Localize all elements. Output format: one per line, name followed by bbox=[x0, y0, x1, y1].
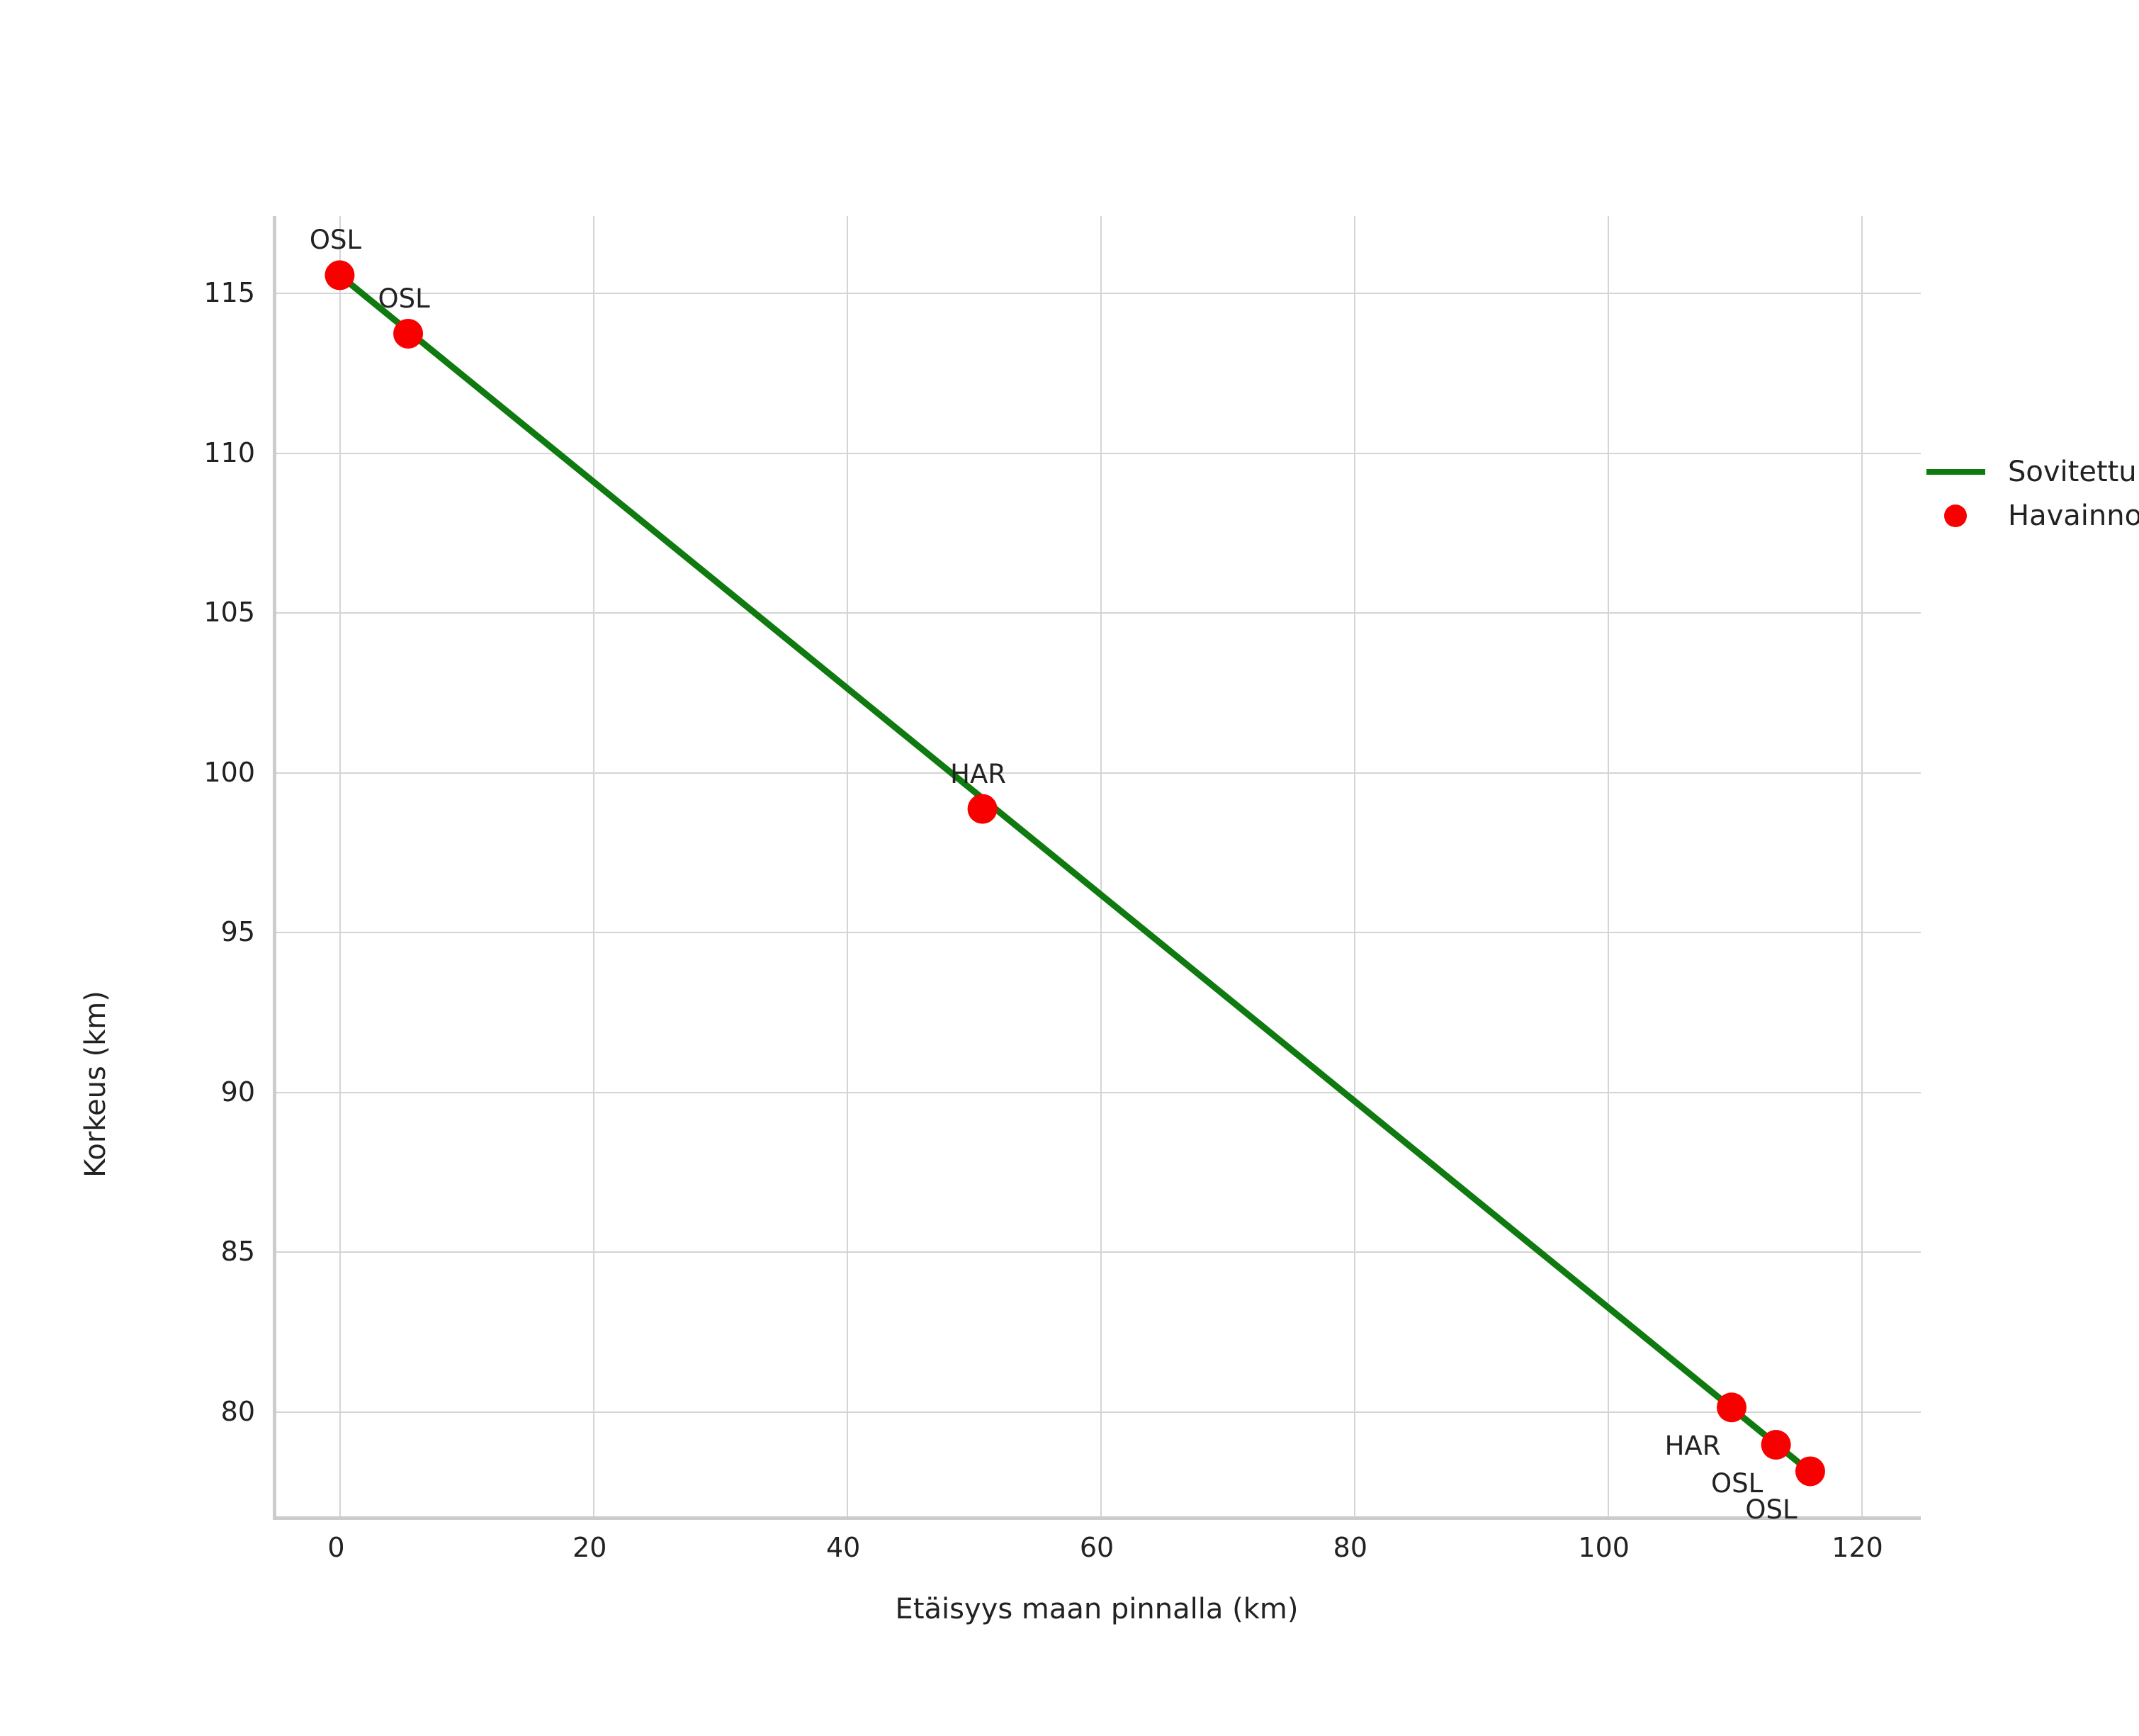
y-tick-label: 80 bbox=[220, 1395, 255, 1427]
y-tick-label: 110 bbox=[203, 436, 255, 468]
grid-line-horizontal bbox=[276, 772, 1921, 774]
observation-point-label: OSL bbox=[309, 225, 362, 256]
y-tick-label: 105 bbox=[203, 597, 255, 629]
observation-point[interactable] bbox=[1717, 1392, 1747, 1423]
grid-line-vertical bbox=[847, 216, 849, 1516]
y-axis-tick-labels: 80 85 90 95 100 105 110 115 bbox=[0, 216, 255, 1520]
observation-point[interactable] bbox=[393, 318, 424, 349]
x-tick-label: 20 bbox=[572, 1532, 607, 1563]
x-tick-label: 0 bbox=[327, 1532, 345, 1563]
observation-point-label: OSL bbox=[1711, 1468, 1763, 1499]
fitted-track-polyline bbox=[336, 271, 1814, 1475]
observation-point-label: HAR bbox=[1664, 1431, 1721, 1462]
y-tick-label: 95 bbox=[220, 916, 255, 948]
y-axis-title-wrapper: Korkeus (km) bbox=[74, 216, 117, 1520]
y-tick-label: 90 bbox=[220, 1076, 255, 1107]
grid-line-horizontal bbox=[276, 293, 1921, 295]
grid-line-vertical bbox=[1353, 216, 1355, 1516]
x-tick-label: 40 bbox=[825, 1532, 861, 1563]
observation-points bbox=[324, 260, 1825, 1487]
grid-line-vertical bbox=[593, 216, 595, 1516]
grid-line-horizontal bbox=[276, 932, 1921, 934]
legend-item-observations[interactable]: Havainnot bbox=[1913, 494, 2139, 538]
grid-line-vertical bbox=[1100, 216, 1102, 1516]
x-axis-tick-labels: 0 20 40 60 80 100 120 bbox=[273, 1532, 1921, 1574]
legend-label-observations: Havainnot bbox=[2008, 500, 2139, 532]
legend-label-fitted-track: Sovitettu rata bbox=[2008, 456, 2139, 488]
grid-line-horizontal bbox=[276, 1251, 1921, 1253]
x-tick-label: 80 bbox=[1333, 1532, 1368, 1563]
y-tick-label: 115 bbox=[203, 277, 255, 309]
x-tick-label: 120 bbox=[1832, 1532, 1883, 1563]
fitted-trajectory-line bbox=[336, 271, 1814, 1475]
grid-line-horizontal bbox=[276, 452, 1921, 454]
y-axis-title: Korkeus (km) bbox=[79, 991, 112, 1178]
legend-item-fitted-track[interactable]: Sovitettu rata bbox=[1913, 450, 2139, 494]
observation-point-label: OSL bbox=[378, 283, 430, 314]
observation-point-label: HAR bbox=[950, 758, 1007, 789]
legend-dot-swatch-icon bbox=[1913, 505, 1998, 527]
grid-line-vertical bbox=[1607, 216, 1609, 1516]
grid-line-vertical bbox=[1861, 216, 1863, 1516]
grid-line-horizontal bbox=[276, 1091, 1921, 1093]
grid-line-vertical bbox=[339, 216, 342, 1516]
chart-legend: Sovitettu rata Havainnot bbox=[1913, 450, 2139, 538]
x-axis-title: Etäisyys maan pinnalla (km) bbox=[895, 1593, 1299, 1625]
grid-line-horizontal bbox=[276, 612, 1921, 614]
x-tick-label: 100 bbox=[1578, 1532, 1630, 1563]
y-tick-label: 100 bbox=[203, 756, 255, 788]
grid-line-horizontal bbox=[276, 1411, 1921, 1413]
legend-line-swatch-icon bbox=[1913, 469, 1998, 475]
observation-point-label: OSL bbox=[1745, 1494, 1797, 1526]
y-tick-label: 85 bbox=[220, 1236, 255, 1268]
observation-point[interactable] bbox=[1795, 1456, 1825, 1487]
observation-point[interactable] bbox=[1761, 1430, 1791, 1460]
observation-point[interactable] bbox=[967, 794, 998, 824]
x-tick-label: 60 bbox=[1079, 1532, 1114, 1563]
